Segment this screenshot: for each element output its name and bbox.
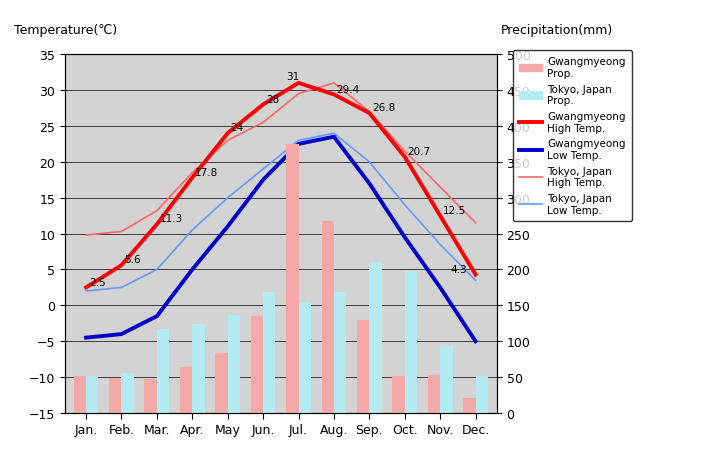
Gwangmyeong
High Temp. [294,81,303,86]
Text: 20.7: 20.7 [408,146,431,157]
Text: 4.3: 4.3 [451,264,467,274]
Line: Gwangmyeong
High Temp.: Gwangmyeong High Temp. [86,84,475,288]
Gwangmyeong
High Temp. [330,92,338,98]
Tokyo, Japan
Low Temp. [294,138,303,144]
Bar [157,329,169,413]
Tokyo, Japan
Low Temp. [153,267,161,273]
Bar [357,320,369,413]
Gwangmyeong
High Temp. [153,222,161,228]
Gwangmyeong
Low Temp. [188,267,197,273]
Tokyo, Japan
Low Temp. [330,131,338,137]
Bar [369,263,382,413]
Line: Tokyo, Japan
Low Temp.: Tokyo, Japan Low Temp. [86,134,475,291]
Gwangmyeong
High Temp. [471,272,480,278]
Gwangmyeong
Low Temp. [223,224,232,230]
Text: 17.8: 17.8 [195,168,218,177]
Bar [405,271,417,413]
Gwangmyeong
High Temp. [436,213,444,219]
Tokyo, Japan
High Temp. [471,221,480,226]
Bar [475,376,488,413]
Bar [263,293,276,413]
Tokyo, Japan
High Temp. [400,149,409,155]
Bar [428,375,440,413]
Tokyo, Japan
Low Temp. [436,242,444,247]
Text: 28: 28 [266,95,279,104]
Text: 5.6: 5.6 [125,255,141,265]
Bar [392,376,405,413]
Bar [109,378,122,413]
Tokyo, Japan
High Temp. [188,170,197,176]
Bar [251,316,263,413]
Gwangmyeong
Low Temp. [365,181,374,187]
Bar [322,222,334,413]
Bar [334,293,346,413]
Text: 29.4: 29.4 [337,85,360,95]
Tokyo, Japan
Low Temp. [365,160,374,165]
Gwangmyeong
Low Temp. [400,235,409,241]
Gwangmyeong
High Temp. [188,175,197,181]
Gwangmyeong
Low Temp. [436,285,444,291]
Line: Tokyo, Japan
High Temp.: Tokyo, Japan High Temp. [86,84,475,235]
Text: 2.5: 2.5 [89,277,106,287]
Tokyo, Japan
Low Temp. [471,278,480,283]
Gwangmyeong
Low Temp. [471,339,480,344]
Gwangmyeong
High Temp. [82,285,91,291]
Bar [463,398,475,413]
Tokyo, Japan
High Temp. [365,110,374,115]
Bar [86,376,99,413]
Tokyo, Japan
Low Temp. [82,289,91,294]
Bar [73,376,86,413]
Text: Precipitation(mm): Precipitation(mm) [500,24,613,37]
Tokyo, Japan
Low Temp. [258,167,267,173]
Tokyo, Japan
High Temp. [223,138,232,144]
Gwangmyeong
High Temp. [365,111,374,117]
Legend: Gwangmyeong
Prop., Tokyo, Japan
Prop., Gwangmyeong
High Temp., Gwangmyeong
Low T: Gwangmyeong Prop., Tokyo, Japan Prop., G… [513,51,632,222]
Tokyo, Japan
High Temp. [258,120,267,126]
Gwangmyeong
Low Temp. [330,134,338,140]
Tokyo, Japan
Low Temp. [400,203,409,208]
Gwangmyeong
Low Temp. [117,331,126,337]
Gwangmyeong
High Temp. [223,131,232,137]
Bar [286,145,299,413]
Bar [145,380,157,413]
Bar [180,367,192,413]
Gwangmyeong
Low Temp. [153,313,161,319]
Gwangmyeong
High Temp. [117,263,126,269]
Bar [192,325,204,413]
Gwangmyeong
High Temp. [258,102,267,108]
Tokyo, Japan
High Temp. [436,185,444,190]
Tokyo, Japan
High Temp. [294,92,303,97]
Line: Gwangmyeong
Low Temp.: Gwangmyeong Low Temp. [86,137,475,341]
Gwangmyeong
High Temp. [400,155,409,160]
Text: 31: 31 [286,72,300,82]
Tokyo, Japan
High Temp. [82,233,91,238]
Bar [299,303,311,413]
Gwangmyeong
Low Temp. [82,335,91,341]
Text: 12.5: 12.5 [443,205,467,215]
Gwangmyeong
Low Temp. [294,142,303,147]
Bar [215,354,228,413]
Bar [228,315,240,413]
Tokyo, Japan
High Temp. [117,229,126,235]
Bar [440,347,453,413]
Gwangmyeong
Low Temp. [258,178,267,183]
Text: 24: 24 [230,123,244,133]
Bar [122,373,134,413]
Tokyo, Japan
High Temp. [153,208,161,214]
Text: Temperature(℃): Temperature(℃) [14,24,117,37]
Tokyo, Japan
High Temp. [330,81,338,86]
Tokyo, Japan
Low Temp. [188,228,197,233]
Tokyo, Japan
Low Temp. [223,196,232,201]
Text: 26.8: 26.8 [372,103,395,113]
Tokyo, Japan
Low Temp. [117,285,126,291]
Text: 11.3: 11.3 [160,214,183,224]
